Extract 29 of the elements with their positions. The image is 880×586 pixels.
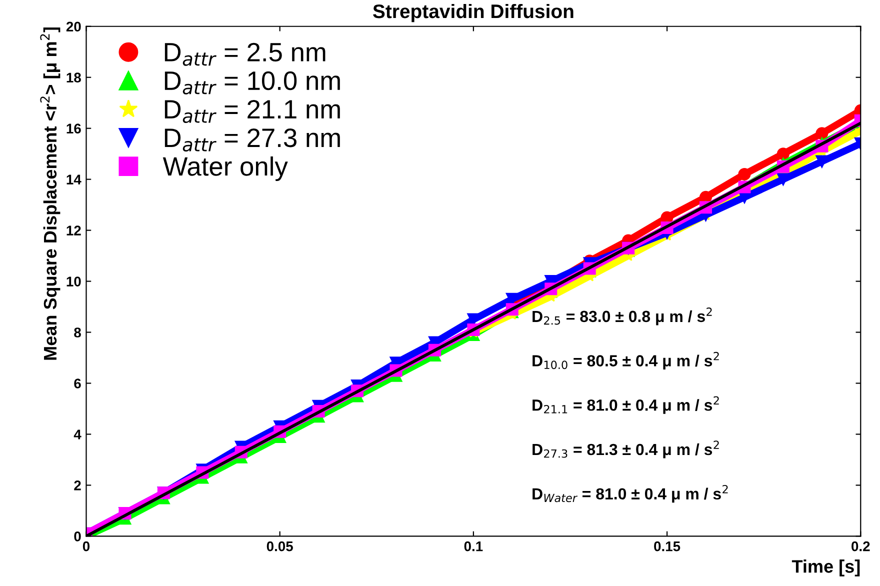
y-tick-label: 0 (74, 532, 81, 542)
chart-title: Streptavidin Diffusion (373, 4, 574, 22)
y-tick-label: 6 (74, 378, 81, 388)
y-axis-title: Mean Square Displacement <r$^{2}$> [μ m$^{2}$] (40, 27, 60, 360)
x-tick-label: 0.15 (654, 541, 680, 552)
legend-label: Water only (162, 156, 288, 182)
y-tick-label: 20 (66, 22, 81, 32)
y-tick-label: 10 (66, 276, 81, 286)
annotation: D$_{27.3}$ = 81.3 ± 0.4 μ m / s$^{2}$ (532, 440, 719, 458)
x-tick-label: 0.1 (464, 541, 483, 552)
y-tick-label: 18 (66, 72, 81, 83)
y-tick-label: 8 (74, 328, 81, 338)
y-tick-label: 16 (66, 124, 81, 134)
annotation: D$_{2.5}$ = 83.0 ± 0.8 μ m / s$^{2}$ (532, 308, 712, 326)
annotation: D$_{Water}$ = 81.0 ± 0.4 μ m / s$^{2}$ (532, 484, 728, 503)
x-tick-label: 0.05 (266, 541, 293, 552)
x-axis-title: Time [s] (792, 560, 860, 576)
y-tick-label: 14 (66, 174, 82, 184)
annotation: D$_{21.1}$ = 81.0 ± 0.4 μ m / s$^{2}$ (532, 396, 719, 414)
y-tick-label: 4 (74, 430, 82, 440)
y-tick-label: 12 (66, 226, 81, 236)
legend-label: D$_{attr}$ = 10.0 nm (164, 71, 340, 94)
legend-label: D$_{attr}$ = 27.3 nm (164, 128, 340, 152)
x-tick-label: 0.2 (852, 541, 870, 552)
y-tick-label: 2 (74, 480, 81, 490)
annotation: D$_{10.0}$ = 80.5 ± 0.4 μ m / s$^{2}$ (532, 352, 719, 370)
x-tick-label: 0 (82, 541, 90, 552)
legend-label: D$_{attr}$ = 2.5 nm (164, 42, 326, 66)
legend-label: D$_{attr}$ = 21.1 nm (164, 100, 340, 123)
